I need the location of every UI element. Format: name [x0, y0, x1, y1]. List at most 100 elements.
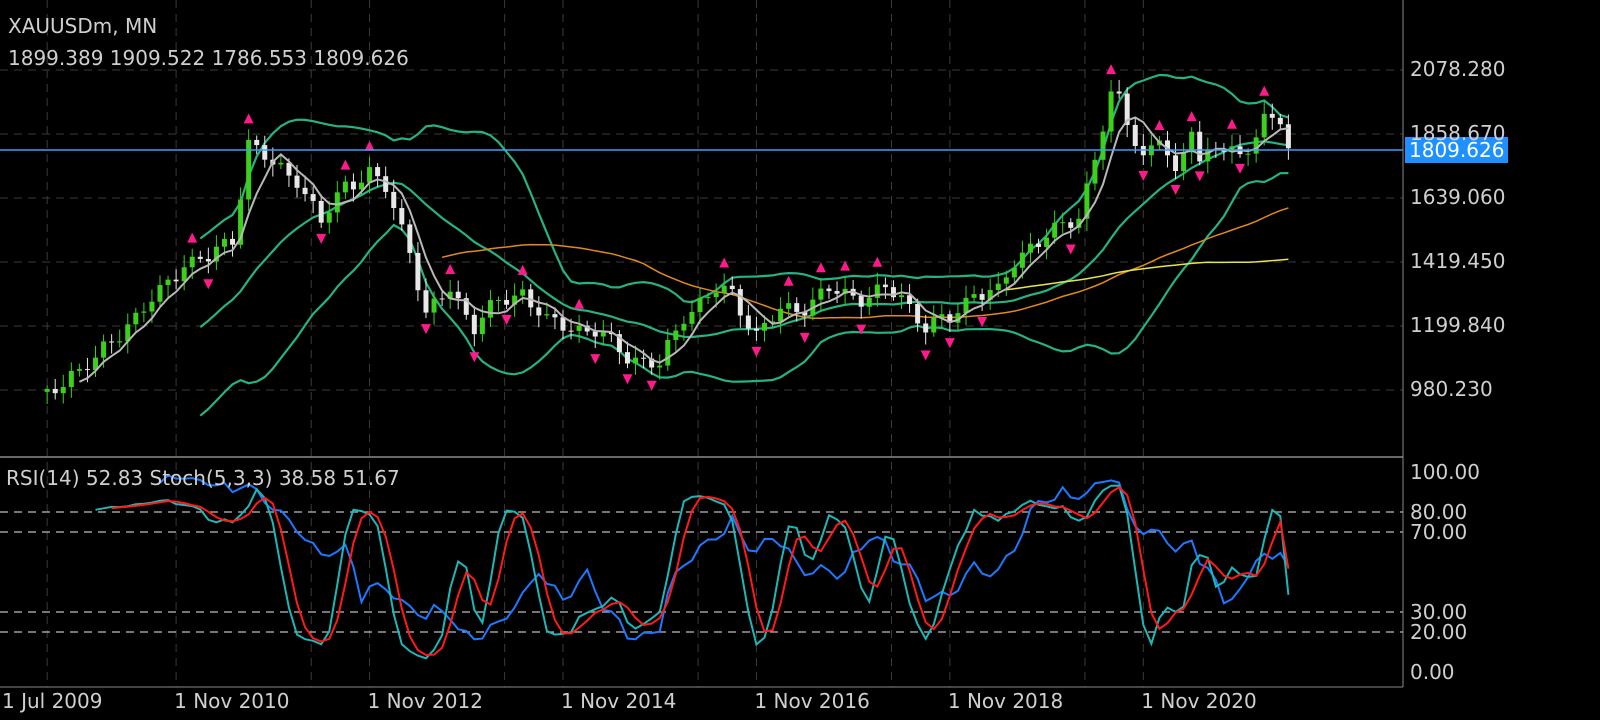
price-tick-label: 1858.670 [1410, 121, 1506, 145]
candle-bull [1205, 149, 1211, 162]
candle-bull [971, 294, 977, 298]
candle-bear [1173, 155, 1179, 172]
fractal-down-marker [203, 279, 214, 290]
candle-bull [1229, 146, 1235, 152]
candle-bear [262, 145, 268, 160]
indicator-tick-label: 20.00 [1410, 620, 1468, 644]
candle-bear [463, 298, 469, 315]
candle-bear [197, 256, 203, 259]
candle-bull [358, 182, 364, 190]
fractal-down-marker [316, 233, 327, 244]
fractal-up-marker [1226, 118, 1237, 129]
candle-bear [1036, 243, 1042, 247]
candle-bear [84, 369, 90, 371]
candle-bull [278, 162, 284, 165]
candle-bear [536, 307, 542, 316]
candle-bull [326, 212, 332, 223]
symbol-period-label: XAUUSDm, MN [8, 14, 158, 38]
candle-bull [705, 297, 711, 299]
candle-bear [423, 290, 429, 313]
fractal-up-marker [840, 260, 851, 271]
candle-bull [44, 388, 50, 392]
candle-bull [1084, 183, 1090, 219]
indicator-tick-label: 70.00 [1410, 520, 1468, 544]
fractal-up-marker [1154, 120, 1165, 131]
candle-bull [334, 192, 340, 213]
candle-bear [391, 191, 397, 209]
candle-bull [447, 291, 453, 299]
price-tick-label: 1419.450 [1410, 249, 1506, 273]
candle-bull [761, 322, 767, 331]
candle-bear [552, 314, 558, 318]
candle-bull [238, 199, 244, 245]
candle-bull [246, 139, 252, 200]
fractal-down-marker [920, 350, 931, 361]
rsi-line [159, 474, 1290, 641]
candle-bull [963, 297, 969, 314]
ma-medium-line [441, 207, 1289, 320]
fractal-down-marker [469, 352, 480, 363]
candle-bear [254, 139, 260, 146]
candle-bear [560, 317, 566, 331]
candle-bull [133, 312, 139, 325]
fractal-up-marker [364, 140, 375, 151]
candle-bull [93, 357, 99, 371]
candle-bull [842, 288, 848, 294]
candle-bear [649, 358, 655, 368]
candle-bear [205, 258, 211, 262]
candle-bull [157, 285, 163, 302]
candle-bull [1261, 113, 1267, 138]
candle-bear [439, 298, 445, 300]
candle-bear [802, 311, 808, 316]
candle-bull [1108, 91, 1114, 132]
candle-bull [995, 283, 1001, 290]
bollinger-lower [199, 172, 1289, 417]
candle-bull [165, 279, 171, 286]
candle-bear [383, 176, 389, 192]
candle-bear [350, 181, 356, 190]
time-tick-label: 1 Nov 2010 [174, 689, 290, 713]
candle-bear [302, 187, 308, 195]
candle-bear [471, 314, 477, 335]
price-panel [44, 64, 1291, 417]
candle-bull [600, 332, 606, 337]
candle-bear [753, 328, 759, 331]
candle-bull [633, 357, 639, 364]
candle-bear [1285, 124, 1291, 149]
candle-bear [834, 291, 840, 294]
candle-bear [407, 224, 413, 253]
candle-bull [1044, 237, 1050, 247]
fractal-down-marker [1170, 184, 1181, 195]
candle-bear [1116, 91, 1122, 94]
candle-bull [1181, 152, 1187, 172]
candle-bull [76, 369, 82, 371]
candle-bull [101, 341, 107, 358]
fractal-up-marker [574, 298, 585, 309]
candle-bull [367, 167, 373, 183]
fractal-down-marker [1138, 170, 1149, 181]
candle-bull [939, 314, 945, 318]
candle-bear [286, 162, 292, 176]
candle-bull [1189, 131, 1195, 153]
fractal-up-marker [1186, 111, 1197, 122]
candle-bear [890, 287, 896, 298]
fractal-down-marker [856, 324, 867, 335]
candle-bull [213, 246, 219, 262]
time-tick-label: 1 Nov 2012 [367, 689, 483, 713]
candle-bull [1060, 222, 1066, 224]
candle-bull [713, 292, 719, 298]
fractal-up-marker [872, 256, 883, 267]
candle-bull [657, 365, 663, 368]
candle-bear [979, 294, 985, 300]
candle-bull [520, 289, 526, 296]
candle-bull [141, 311, 147, 313]
bollinger-middle [199, 140, 1289, 339]
candle-bear [826, 288, 832, 292]
candle-bear [745, 315, 751, 329]
candle-bull [1003, 277, 1009, 284]
candle-bull [487, 300, 493, 318]
stoch-signal-line [111, 486, 1290, 657]
candle-bull [479, 317, 485, 335]
indicator-tick-label: 80.00 [1410, 500, 1468, 524]
